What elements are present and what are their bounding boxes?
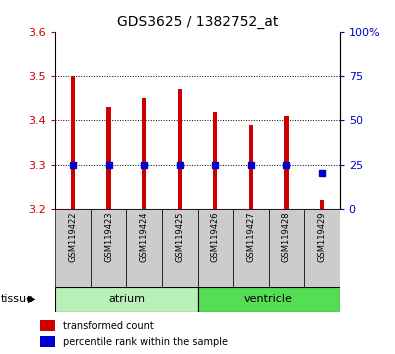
Bar — [213, 112, 217, 209]
Text: GSM119422: GSM119422 — [69, 211, 77, 262]
Bar — [40, 336, 55, 347]
Bar — [269, 209, 304, 287]
Text: transformed count: transformed count — [63, 321, 154, 331]
Bar — [162, 209, 198, 287]
Bar — [55, 209, 91, 287]
Bar — [284, 116, 288, 209]
Bar — [91, 209, 126, 287]
Title: GDS3625 / 1382752_at: GDS3625 / 1382752_at — [117, 16, 278, 29]
Bar — [71, 76, 75, 209]
Bar — [198, 209, 233, 287]
Text: ▶: ▶ — [28, 294, 36, 304]
Bar — [233, 209, 269, 287]
Bar — [198, 287, 340, 312]
Bar — [107, 107, 111, 209]
Text: percentile rank within the sample: percentile rank within the sample — [63, 337, 228, 347]
Bar — [249, 125, 253, 209]
Text: atrium: atrium — [108, 294, 145, 304]
Bar — [40, 320, 55, 331]
Text: GSM119426: GSM119426 — [211, 211, 220, 262]
Text: GSM119427: GSM119427 — [246, 211, 255, 262]
Bar — [304, 209, 340, 287]
Text: GSM119423: GSM119423 — [104, 211, 113, 262]
Text: GSM119424: GSM119424 — [140, 211, 149, 262]
Text: GSM119428: GSM119428 — [282, 211, 291, 262]
Text: GSM119425: GSM119425 — [175, 211, 184, 262]
Bar — [55, 287, 198, 312]
Bar — [178, 89, 182, 209]
Bar — [142, 98, 146, 209]
Bar — [126, 209, 162, 287]
Text: tissue: tissue — [0, 294, 34, 304]
Bar — [320, 200, 324, 209]
Text: ventricle: ventricle — [244, 294, 293, 304]
Text: GSM119429: GSM119429 — [318, 211, 326, 262]
